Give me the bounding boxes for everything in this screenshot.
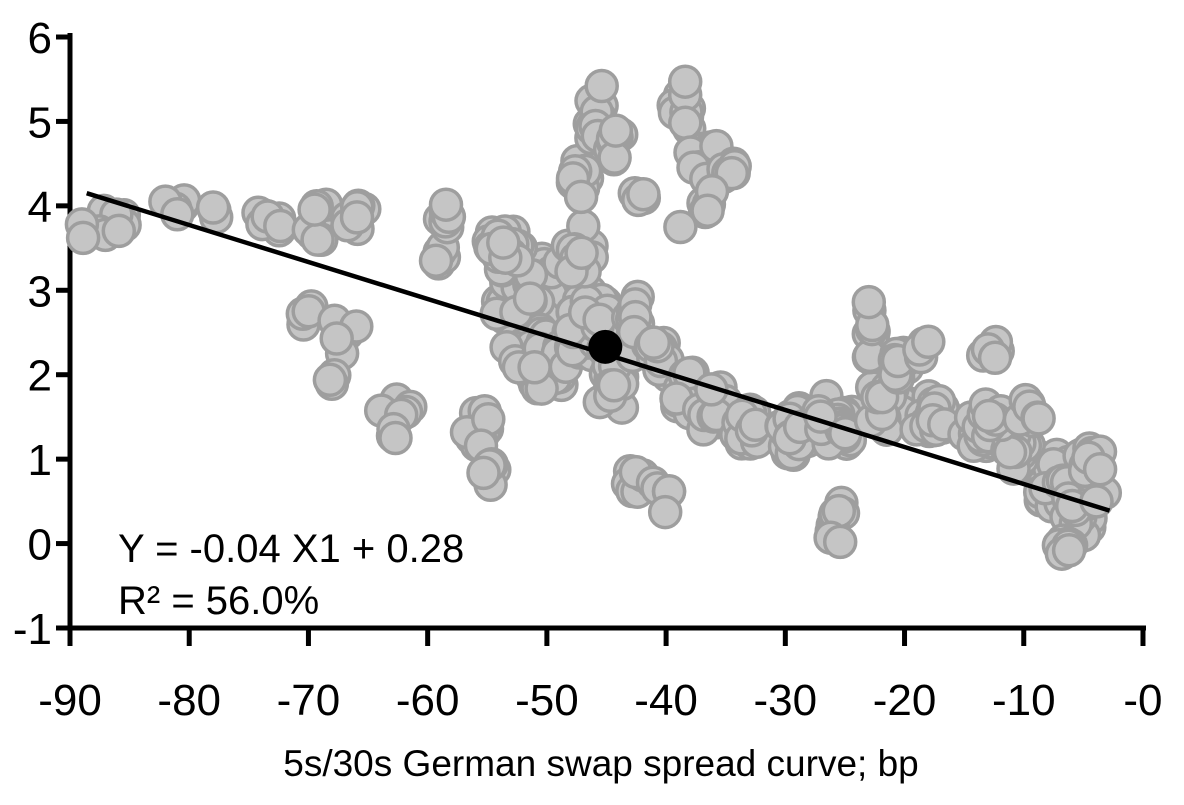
x-tick-label: -0 [1123,676,1162,725]
y-tick-label: 6 [28,14,52,63]
scatter-point [851,284,887,320]
x-axis-title: 5s/30s German swap spread curve; bp [283,743,919,784]
scatter-point [822,524,858,560]
scatter-point [971,398,1007,434]
scatter-point [512,281,548,316]
y-tick-label: 1 [28,436,52,485]
tick-labels-layer: -90 -80 -70 -60 -50 -40 -30 -20 -10 -0 6 5 4 3 2 1 0 -1 [13,14,1163,725]
scatter-point [418,243,454,278]
scatter-point [263,208,298,244]
scatter-point [647,494,683,530]
scatter-point [563,179,599,215]
y-tick-label: -1 [13,605,52,654]
x-tick-label: -40 [634,676,698,725]
scatter-point [663,209,698,245]
annotation-equation: Y = -0.04 X1 + 0.28 [118,527,464,571]
scatter-point [300,222,335,257]
scatter-point [626,176,661,212]
scatter-points-layer [64,64,1123,571]
scatter-point [636,325,672,360]
scatter-point [195,190,231,225]
y-tick-label: 3 [28,267,52,316]
x-tick-label: -80 [157,676,221,725]
scatter-point [582,302,617,337]
scatter-point [297,192,332,227]
y-tick-label: 0 [28,521,52,570]
scatter-point [65,220,101,256]
scatter-point [690,193,725,228]
y-tick-label: 5 [28,98,52,147]
scatter-point [564,235,599,271]
scatter-point [598,113,634,148]
x-tick-label: -10 [992,676,1056,725]
scatter-point [977,340,1013,376]
x-tick-label: -50 [515,676,579,725]
scatter-point [486,225,521,260]
highlight-point [588,329,623,364]
x-tick-label: -30 [754,676,818,725]
scatter-point [339,200,375,235]
scatter-point [466,455,501,491]
scatter-point [319,321,354,356]
y-tick-label: 2 [28,352,52,401]
scatter-point [101,213,137,249]
annotation-r-squared: R² = 56.0% [118,579,319,623]
axes-layer [56,33,1146,646]
scatter-point [517,350,552,385]
scatter-point [1051,533,1087,568]
scatter-point [584,68,619,104]
scatter-point [1021,401,1056,436]
x-tick-label: -90 [38,676,102,725]
x-tick-label: -20 [873,676,937,725]
scatter-point [911,324,946,360]
scatter-point [312,362,348,398]
scatter-point [428,187,464,222]
y-tick-label: 4 [28,183,52,232]
x-tick-label: -70 [277,676,341,725]
scatter-point [596,368,632,403]
scatter-point [1082,452,1118,487]
x-tick-label: -60 [396,676,460,725]
scatter-point [378,420,413,456]
scatter-point [667,64,703,99]
